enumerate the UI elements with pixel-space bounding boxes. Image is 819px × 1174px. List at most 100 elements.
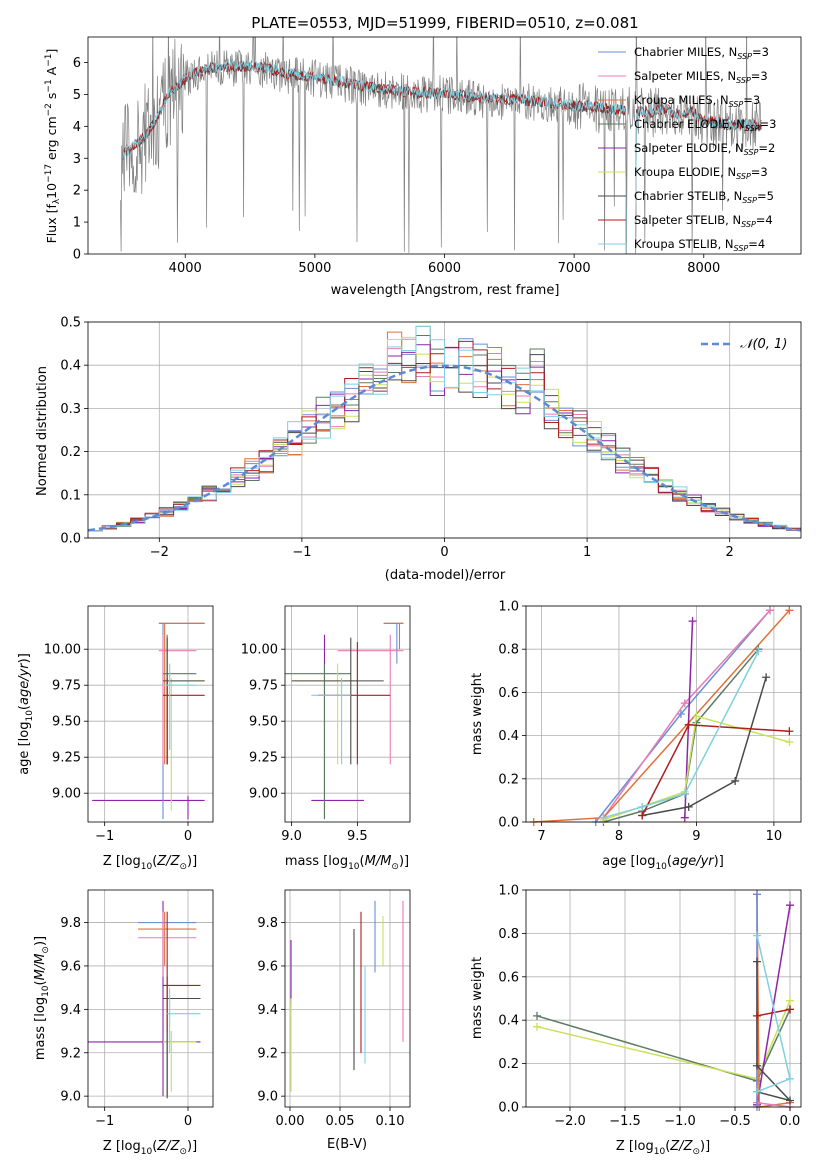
age-vs-Z-ylabel: age [log10(age/yr)] <box>17 653 35 775</box>
y-tick-label: 9.8 <box>257 916 278 931</box>
y-tick-label: 9.6 <box>257 959 278 974</box>
y-tick-label: 9.00 <box>52 787 81 802</box>
massweight-marker <box>638 802 647 811</box>
massweight-marker <box>753 890 761 899</box>
age-vs-Z-panel: −1 0 9.00 9.25 9.50 9.75 10.00 Z [log10(Z/Z⊙)]… <box>17 605 214 872</box>
massweight-marker <box>753 1011 761 1020</box>
y-tick-label: 0.0 <box>498 1101 519 1116</box>
massweight-marker <box>753 1087 761 1096</box>
y-tick-label: 9.00 <box>249 787 278 802</box>
y-tick-label: 0.3 <box>60 402 81 417</box>
massweight-marker <box>786 1005 794 1014</box>
x-tick-label: 2 <box>726 545 734 560</box>
y-tick-label: 0 <box>73 248 81 263</box>
y-tick-label: 0.6 <box>498 970 519 985</box>
x-tick-label: 0.0 <box>780 1114 801 1129</box>
mass-vs-EBV-axes <box>284 889 411 1108</box>
y-tick-label: 9.25 <box>249 751 278 766</box>
x-tick-label: −1 <box>292 545 311 560</box>
massweight-marker <box>753 1061 761 1070</box>
y-tick-label: 0.1 <box>60 488 81 503</box>
y-tick-label: 9.8 <box>60 916 81 931</box>
x-tick-label: 0 <box>184 829 192 844</box>
massweight-marker <box>533 1022 541 1031</box>
x-tick-label: 10 <box>766 829 783 844</box>
y-tick-label: 10.00 <box>241 643 278 658</box>
x-tick-label: 6000 <box>428 261 461 276</box>
age-vs-Z-xlabel: Z [log10(Z/Z⊙)] <box>103 854 197 872</box>
massweight-marker <box>638 811 647 820</box>
y-tick-label: 0.4 <box>60 359 81 374</box>
mass-vs-EBV-panel: 0.00 0.05 0.10 9.0 9.2 9.4 9.6 9.8 E(B-V) <box>257 889 411 1152</box>
massweight-line-kroupa-miles <box>533 609 790 823</box>
massweight-vs-Z-xlabel: Z [log10(Z/Z⊙)] <box>616 1139 710 1157</box>
y-tick-label: 0.2 <box>498 772 519 787</box>
y-tick-label: 0.6 <box>498 686 519 701</box>
massweight-vs-age-xlabel: age [log10(age/yr)] <box>602 854 724 872</box>
mass-vs-EBV-xlabel: E(B-V) <box>327 1137 367 1152</box>
age-vs-mass-xlabel: mass [log10(M/M⊙)] <box>285 854 409 872</box>
age-vs-Z-axes <box>87 605 214 823</box>
massweight-marker <box>680 813 689 822</box>
massweight-vs-Z-panel: −2.0 −1.5 −1.0 −0.5 0.0 0.0 0.2 0.4 0.6 0.8 1.0 Z … <box>470 884 802 1157</box>
massweight-vs-Z-axes <box>525 889 802 1108</box>
y-tick-label: 10.00 <box>44 643 81 658</box>
massweight-line-chabrier-miles <box>595 609 771 823</box>
y-tick-label: 9.4 <box>257 1003 278 1018</box>
x-tick-label: 8000 <box>687 261 720 276</box>
residuals-ylabel: Normed distribution <box>35 366 50 496</box>
massweight-vs-age-panel: 7 8 9 10 0.0 0.2 0.4 0.6 0.8 1.0 age [log10(age/y… <box>470 600 802 872</box>
massweight-marker <box>786 996 794 1005</box>
y-tick-label: 9.2 <box>257 1046 278 1061</box>
x-tick-label: 0 <box>184 1114 192 1129</box>
spectrum-title: PLATE=0553, MJD=51999, FIBERID=0510, z=0… <box>251 14 638 32</box>
x-tick-label: 0 <box>440 545 448 560</box>
y-tick-label: 9.25 <box>52 751 81 766</box>
massweight-marker <box>731 776 740 785</box>
x-tick-label: 9.0 <box>281 829 302 844</box>
massweight-marker <box>684 720 693 729</box>
massweight-marker <box>754 647 763 656</box>
y-tick-label: 9.4 <box>60 1003 81 1018</box>
y-tick-label: 3 <box>73 152 81 167</box>
massweight-marker <box>680 789 689 798</box>
x-tick-label: 9.5 <box>347 829 368 844</box>
y-tick-label: 0.5 <box>60 316 81 331</box>
massweight-marker <box>766 606 775 615</box>
x-tick-label: −0.5 <box>719 1114 751 1129</box>
massweight-marker <box>753 931 761 940</box>
spectrum-panel: PLATE=0553, MJD=51999, FIBERID=0510, z=0… <box>44 14 802 298</box>
y-tick-label: 5 <box>73 88 81 103</box>
massweight-marker <box>785 606 794 615</box>
massweight-line-kroupa-elodie <box>536 1000 791 1080</box>
legend-label: Chabrier STELIB, NSSP=5 <box>634 189 774 205</box>
observed-spectrum-line <box>120 37 763 254</box>
legend-label: Kroupa ELODIE, NSSP=3 <box>634 165 768 181</box>
normal-curve <box>87 364 802 532</box>
y-tick-label: 9.75 <box>52 679 81 694</box>
y-tick-label: 0.0 <box>60 532 81 547</box>
x-tick-label: 0.10 <box>376 1114 405 1129</box>
x-tick-label: 1 <box>583 545 591 560</box>
y-tick-label: 0.4 <box>498 1014 519 1029</box>
normal-legend-label: 𝒩(0, 1) <box>740 337 787 352</box>
massweight-marker <box>762 673 771 682</box>
legend-label: Salpeter ELODIE, NSSP=2 <box>634 141 775 157</box>
massweight-line-kroupa-stelib <box>603 651 760 819</box>
spectrum-legend: Chabrier MILES, NSSP=3 Salpeter MILES, NS… <box>598 45 776 253</box>
y-tick-label: 9.75 <box>249 679 278 694</box>
y-tick-label: 9.6 <box>60 959 81 974</box>
x-tick-label: −1 <box>95 829 114 844</box>
x-tick-label: 0.05 <box>326 1114 355 1129</box>
residual-hist-kroupa-stelib <box>88 325 801 532</box>
y-tick-label: 9.2 <box>60 1046 81 1061</box>
massweight-vs-age-ylabel: mass weight <box>470 673 485 755</box>
mass-vs-Z-xlabel: Z [log10(Z/Z⊙)] <box>103 1139 197 1157</box>
y-tick-label: 0.2 <box>498 1057 519 1072</box>
x-tick-label: −1 <box>95 1114 114 1129</box>
massweight-marker <box>533 1011 541 1020</box>
y-tick-label: 1.0 <box>498 600 519 615</box>
x-tick-label: −2.0 <box>554 1114 586 1129</box>
age-vs-mass-panel: 9.0 9.5 9.00 9.25 9.50 9.75 10.00 mass [log10(… <box>241 605 411 872</box>
